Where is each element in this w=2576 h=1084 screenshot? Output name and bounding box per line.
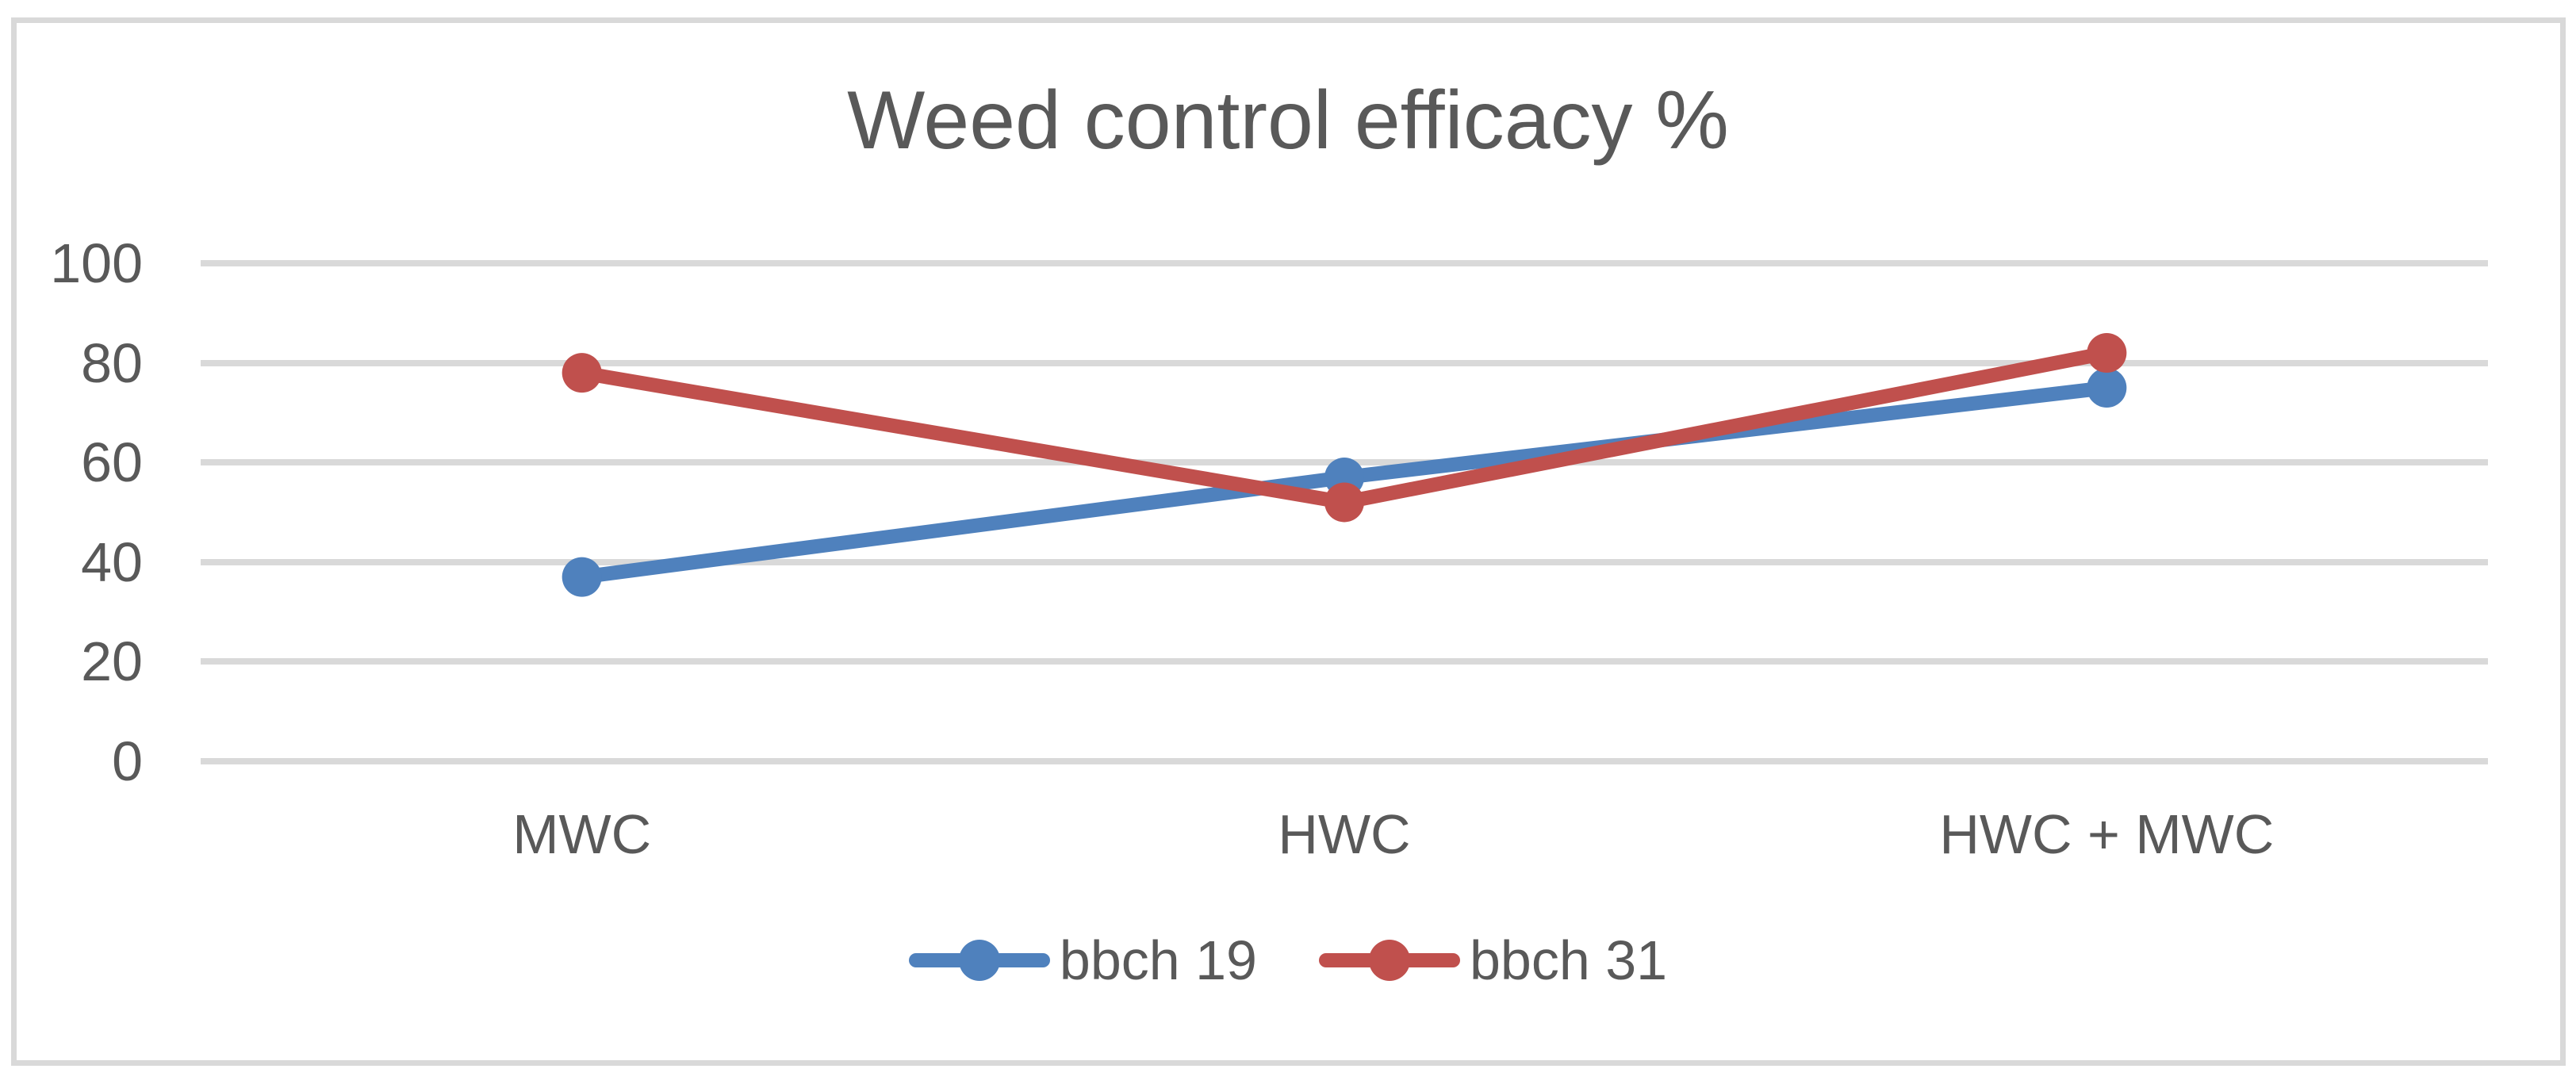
legend-marker-dot-icon <box>1369 940 1410 981</box>
data-point-marker-bbch-19 <box>2087 368 2127 408</box>
data-point-marker-bbch-19 <box>562 557 602 597</box>
gridline <box>201 260 2488 266</box>
data-point-marker-bbch-31 <box>562 353 602 393</box>
y-tick-label: 80 <box>81 331 143 394</box>
y-tick-label: 100 <box>50 232 143 294</box>
y-tick-label: 60 <box>81 431 143 494</box>
legend-label: bbch 31 <box>1470 929 1668 991</box>
x-axis-label: MWC <box>512 803 652 865</box>
legend-item: bbch 31 <box>1319 926 1667 994</box>
gridline <box>201 558 2488 565</box>
legend-label: bbch 19 <box>1059 929 1257 991</box>
data-point-marker-bbch-31 <box>1324 482 1364 523</box>
y-tick-label: 20 <box>81 630 143 693</box>
x-axis-label: HWC <box>1278 803 1411 865</box>
legend-line-marker-icon <box>908 940 1050 981</box>
gridline <box>201 359 2488 366</box>
gridline <box>201 658 2488 665</box>
data-point-marker-bbch-31 <box>2087 333 2127 373</box>
gridline <box>201 758 2488 764</box>
chart-title: Weed control efficacy % <box>847 75 1729 167</box>
chart-frame-border <box>11 17 2566 1066</box>
legend-marker-dot-icon <box>958 940 1000 981</box>
y-tick-label: 40 <box>81 531 143 593</box>
y-tick-label: 0 <box>112 730 143 792</box>
legend: bbch 19 bbch 31 <box>0 926 2576 994</box>
legend-item: bbch 19 <box>908 926 1257 994</box>
x-axis-label: HWC + MWC <box>1939 803 2275 865</box>
legend-line-marker-icon <box>1319 940 1460 981</box>
